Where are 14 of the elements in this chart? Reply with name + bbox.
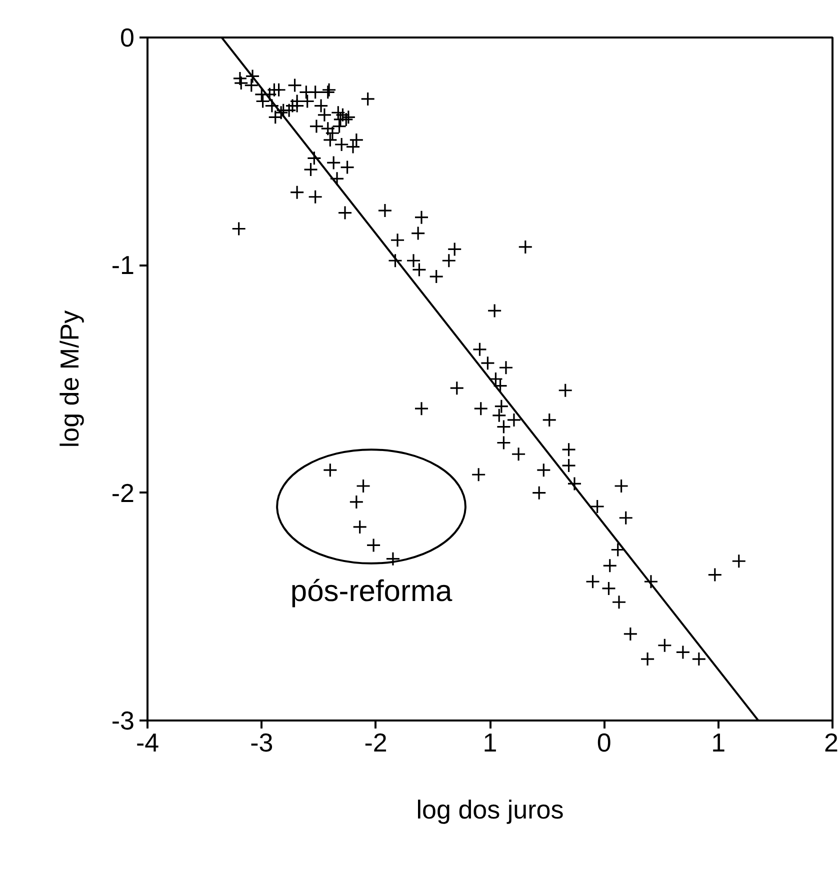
x-tick-label: -4 [136, 728, 160, 758]
x-tick-label: 0 [596, 728, 612, 758]
x-tick-label: 2 [824, 728, 838, 758]
x-tick-label: -3 [250, 728, 274, 758]
annotation: pós-reforma [290, 574, 452, 608]
y-tick-label: -2 [111, 478, 135, 508]
y-tick-label: -3 [111, 706, 135, 736]
y-tick-label: -1 [111, 250, 135, 280]
y-axis-title: log de M/Py [54, 310, 84, 448]
x-axis-title: log dos juros [416, 794, 564, 824]
x-tick-label: 1 [482, 728, 498, 758]
y-tick-label: 0 [120, 22, 135, 52]
x-tick-label: 1 [711, 728, 726, 758]
x-tick-label: -2 [364, 728, 388, 758]
